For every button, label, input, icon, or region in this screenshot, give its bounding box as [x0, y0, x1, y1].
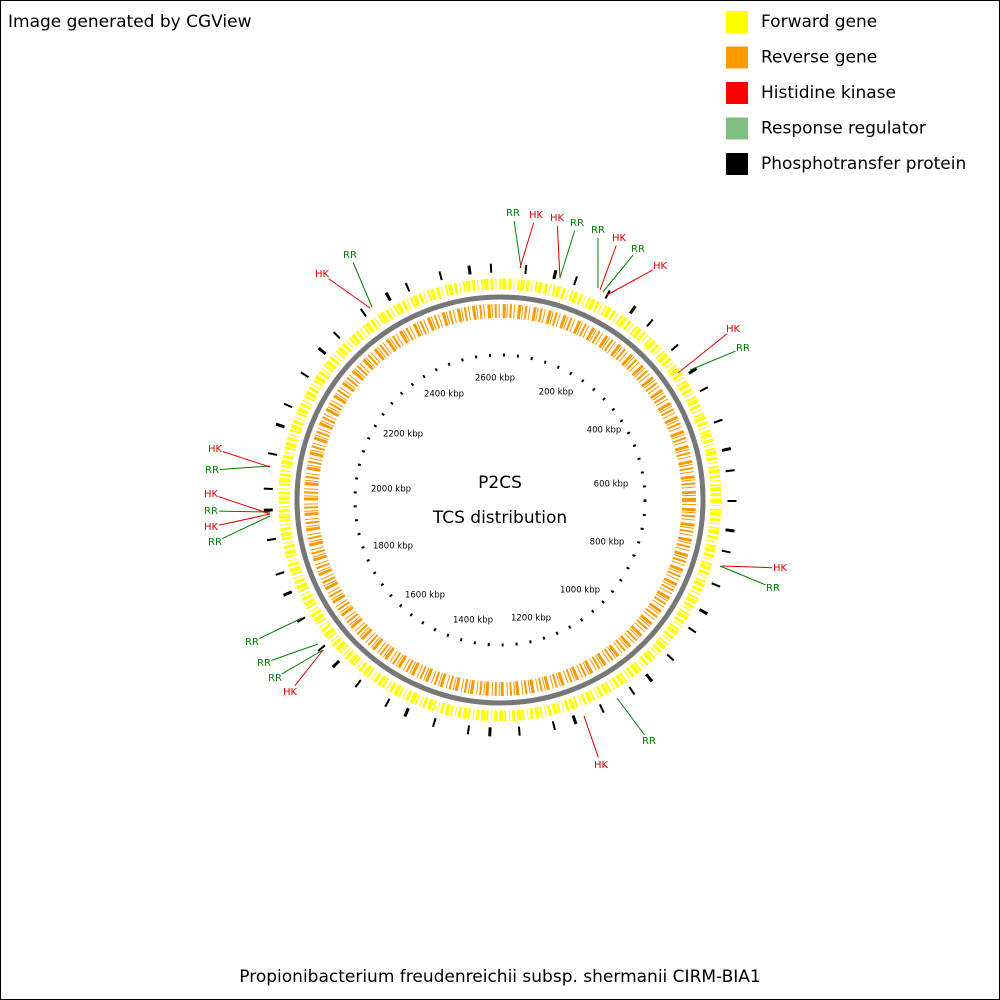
- ruler-label: 1600 kbp: [405, 591, 445, 601]
- ruler-label: 600 kbp: [594, 480, 629, 490]
- ruler-label: 2000 kbp: [371, 485, 411, 495]
- legend-label: Response regulator: [761, 119, 926, 139]
- feature-label: RR: [268, 673, 282, 684]
- forward-track: [278, 278, 722, 722]
- feature-label: HK: [204, 489, 219, 500]
- ruler-label: 1800 kbp: [373, 542, 413, 552]
- feature-leader: [719, 565, 766, 586]
- feature-leader: [281, 649, 324, 675]
- feature-label: HK: [529, 210, 544, 221]
- feature-label: RR: [736, 343, 750, 354]
- feature-leader: [218, 510, 271, 513]
- feature-leader: [513, 220, 522, 269]
- legend-label: Histidine kinase: [761, 83, 896, 103]
- ruler: [353, 353, 647, 647]
- feature-label: HK: [208, 444, 223, 455]
- backbone: [294, 294, 706, 706]
- feature-label: HK: [594, 760, 609, 771]
- feature-leader: [606, 269, 654, 296]
- reverse-track: [304, 304, 696, 696]
- feature-label: HK: [612, 233, 627, 244]
- feature-leader: [599, 245, 617, 291]
- ruler-label: 1000 kbp: [560, 586, 600, 596]
- feature-leader: [721, 565, 773, 569]
- ruler-label: 400 kbp: [587, 426, 622, 436]
- feature-label: HK: [283, 687, 298, 698]
- feature-label: RR: [343, 250, 357, 261]
- feature-leader: [222, 515, 271, 540]
- legend: Forward gene Reverse gene Histidine kinase…: [726, 11, 966, 175]
- feature-leader: [294, 649, 324, 687]
- feature-leader: [602, 254, 634, 293]
- feature-label: RR: [570, 218, 584, 229]
- feature-label: RR: [208, 537, 222, 548]
- feature-label: HK: [653, 261, 668, 272]
- footer-title: Propionibacterium freudenreichii subsp. …: [239, 967, 760, 987]
- feature-leader: [616, 697, 645, 735]
- feature-leader: [218, 513, 271, 526]
- feature-leader: [559, 230, 576, 279]
- legend-swatch: [726, 117, 748, 140]
- feature-leader: [689, 350, 736, 371]
- map-subtitle: TCS distribution: [432, 508, 567, 528]
- ruler-label: 1200 kbp: [511, 614, 551, 624]
- feature-label: RR: [631, 244, 645, 255]
- tick-track: [263, 263, 737, 737]
- feature-label: HK: [550, 213, 565, 224]
- feature-label: HK: [726, 324, 741, 335]
- feature-leader: [677, 333, 728, 374]
- legend-swatch: [726, 153, 748, 175]
- feature-label: RR: [766, 583, 780, 594]
- feature-label: RR: [205, 465, 219, 476]
- legend-label: Phosphotransfer protein: [761, 154, 966, 174]
- ruler-label: 200 kbp: [539, 388, 574, 398]
- map-title: P2CS: [478, 473, 522, 493]
- ruler-label: 800 kbp: [590, 538, 625, 548]
- feature-leader: [222, 451, 271, 468]
- feature-leader: [352, 262, 373, 308]
- legend-swatch: [726, 82, 748, 104]
- feature-leader: [218, 496, 271, 515]
- feature-label: RR: [257, 658, 271, 669]
- feature-label: HK: [204, 522, 219, 533]
- legend-swatch: [726, 11, 748, 33]
- feature-label: RR: [591, 225, 605, 236]
- legend-label: Forward gene: [761, 12, 877, 32]
- feature-label: RR: [204, 506, 218, 517]
- legend-swatch: [726, 46, 748, 69]
- feature-leader: [328, 278, 371, 309]
- feature-leader: [271, 643, 319, 661]
- header-title: Image generated by CGView: [8, 12, 252, 32]
- legend-label: Reverse gene: [761, 48, 877, 68]
- ruler-label: 2200 kbp: [383, 430, 423, 440]
- ruler-label: 2400 kbp: [424, 390, 464, 400]
- feature-label: HK: [315, 269, 330, 280]
- feature-leader: [219, 465, 271, 470]
- feature-label: RR: [642, 736, 656, 747]
- feature-label: RR: [245, 637, 259, 648]
- feature-leader: [583, 715, 599, 758]
- feature-label: RR: [506, 208, 520, 219]
- ruler-label: 1400 kbp: [453, 616, 493, 626]
- feature-leader: [556, 225, 561, 279]
- ruler-label: 2600 kbp: [475, 374, 515, 384]
- feature-leader: [258, 617, 303, 639]
- feature-label: HK: [773, 563, 788, 574]
- feature-leader: [519, 222, 535, 269]
